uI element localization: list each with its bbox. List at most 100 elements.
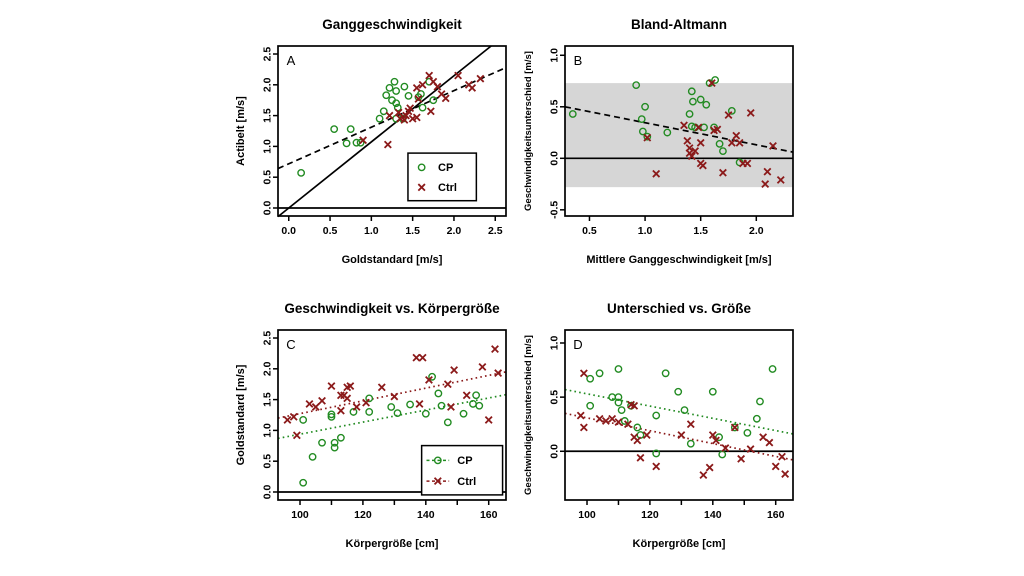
y-tick-label: -0.5	[549, 201, 561, 219]
legend-label-cp: CP	[438, 162, 453, 174]
plot-background	[565, 330, 793, 500]
data-point-cp	[421, 409, 430, 418]
data-point-ctrl	[476, 74, 485, 83]
data-point-ctrl	[425, 71, 434, 80]
cp-trend-line	[277, 393, 507, 440]
x-tick-label: 1.5	[693, 225, 708, 237]
data-point-cp	[633, 423, 642, 432]
data-point-cp	[632, 81, 641, 90]
data-point-ctrl	[781, 470, 790, 478]
chart-title: Bland-Altmann	[631, 17, 727, 32]
data-point-cp	[342, 139, 351, 148]
data-point-cp	[661, 369, 670, 378]
data-point-ctrl	[771, 462, 780, 471]
data-point-ctrl	[642, 431, 651, 439]
data-point-ctrl	[737, 454, 746, 463]
data-point-cp	[392, 87, 401, 95]
data-point-cp	[595, 369, 604, 378]
data-point-cp	[743, 428, 752, 437]
data-point-cp	[429, 96, 438, 105]
data-point-ctrl	[478, 363, 487, 371]
x-tick-label: 140	[704, 509, 722, 521]
panel-ganggeschwindigkeit: 0.0 0.5 1.0 1.5 2.0 2.5 0.0 0.5 1.0 1.5 2.0 2.5 Gang…	[232, 12, 519, 274]
data-point-ctrl	[305, 399, 314, 408]
identity-line	[277, 45, 492, 218]
chart-geschwindigkeit-vs-koerpergroesse: 100 120 140 160 0.0 0.5 1.0 1.5 2.0 2.5 Geschwindi…	[235, 301, 507, 550]
x-tick-label: 2.5	[488, 225, 503, 237]
y-tick-label: 1.0	[549, 336, 561, 351]
data-point-cp	[727, 107, 736, 115]
data-point-ctrl	[433, 82, 442, 91]
y-tick-label: 1.0	[549, 48, 561, 63]
data-point-ctrl	[769, 142, 777, 150]
x-tick-label: 1.0	[638, 225, 653, 237]
data-point-ctrl	[443, 380, 452, 389]
data-point-cp	[297, 168, 306, 177]
legend-marker-cp	[417, 163, 426, 172]
data-point-cp	[689, 97, 697, 106]
data-point-ctrl	[346, 382, 355, 390]
legend-marker-ctrl	[417, 183, 426, 192]
data-point-ctrl	[402, 111, 410, 120]
x-tick-label: 160	[480, 509, 498, 521]
data-point-cp	[443, 418, 452, 427]
data-point-cp	[663, 128, 672, 137]
panel-bland-altmann: 0.5 1.0 1.5 2.0 -0.5 0.0 0.5 1.0 Bland-Altmann Mi…	[519, 12, 806, 274]
data-point-ctrl	[414, 95, 423, 103]
x-tick-label: 1.0	[364, 225, 379, 237]
data-point-ctrl	[765, 438, 774, 447]
data-point-ctrl	[318, 396, 326, 405]
data-point-cp	[299, 478, 308, 487]
data-point-ctrl	[696, 138, 705, 147]
panel-geschwindigkeit-vs-koerpergroesse: 100 120 140 160 0.0 0.5 1.0 1.5 2.0 2.5 Geschwindi…	[232, 296, 519, 558]
data-point-ctrl	[283, 415, 292, 424]
data-point-ctrl	[390, 392, 399, 401]
data-point-cp	[568, 110, 577, 118]
x-axis-label: Körpergröße [cm]	[346, 538, 439, 550]
data-point-ctrl	[418, 80, 427, 89]
data-point-cp	[756, 397, 764, 406]
data-point-ctrl	[652, 169, 661, 178]
data-point-cp	[652, 411, 661, 420]
data-point-cp	[330, 443, 339, 452]
data-point-cp	[730, 423, 739, 432]
x-tick-label: 0.5	[582, 225, 597, 237]
chart-title: Unterschied vs. Größe	[607, 301, 752, 316]
data-point-cp	[385, 83, 394, 92]
y-axis-label: Actibelt [m/s]	[235, 96, 247, 166]
data-point-ctrl	[636, 453, 645, 462]
data-point-cp	[336, 433, 345, 442]
x-axis-label: Körpergröße [cm]	[633, 538, 726, 550]
data-point-cp	[365, 408, 374, 416]
data-point-cp	[365, 394, 374, 403]
data-point-ctrl	[694, 123, 703, 132]
x-tick-label: 0.0	[281, 225, 296, 237]
y-tick-label: 2.0	[262, 361, 274, 376]
data-point-cp	[586, 374, 595, 383]
data-point-ctrl	[763, 167, 772, 176]
y-tick-label: 1.5	[262, 392, 274, 407]
x-tick-label: 2.0	[447, 225, 462, 237]
x-tick-label: 2.0	[749, 225, 764, 237]
plot-box	[277, 329, 507, 501]
panel-letter: B	[574, 53, 583, 68]
data-point-cp	[680, 406, 689, 415]
data-point-ctrl	[415, 399, 424, 408]
x-tick-label: 1.5	[405, 225, 420, 237]
data-point-ctrl	[450, 366, 459, 374]
data-point-cp	[392, 99, 401, 108]
data-point-cp	[711, 76, 720, 84]
x-tick-label: 120	[641, 509, 659, 521]
data-point-cp	[652, 449, 661, 458]
data-point-ctrl	[418, 353, 427, 362]
data-point-cp	[318, 438, 326, 447]
y-tick-label: 0.0	[549, 444, 561, 459]
data-point-ctrl	[730, 423, 739, 432]
data-point-cp	[428, 372, 436, 381]
data-point-cp	[620, 417, 629, 425]
data-point-ctrl	[385, 111, 394, 120]
data-point-cp	[715, 139, 724, 148]
data-point-cp	[702, 100, 711, 109]
data-point-ctrl	[608, 414, 617, 423]
